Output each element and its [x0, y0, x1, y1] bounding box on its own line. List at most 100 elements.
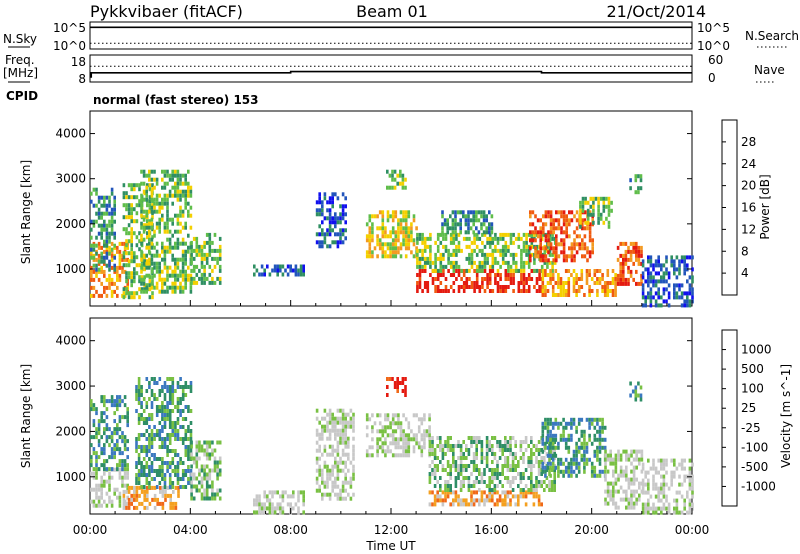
echo-cell [468, 277, 471, 281]
echo-cell [660, 510, 663, 515]
echo-cell [504, 440, 507, 444]
echo-cell [475, 218, 478, 223]
echo-cell [581, 200, 585, 205]
echo-cell [567, 285, 571, 289]
echo-cell [381, 246, 385, 251]
echo-cell [562, 246, 566, 251]
echo-cell [454, 460, 458, 464]
echo-cell [140, 445, 143, 449]
echo-cell [331, 412, 334, 417]
echo-cell [535, 494, 538, 499]
echo-cell [397, 441, 400, 446]
echo-cell [143, 215, 146, 220]
echo-cell [530, 472, 533, 476]
echo-cell [657, 458, 660, 463]
echo-cell [318, 448, 321, 453]
echo-cell [452, 456, 455, 460]
echo-cell [148, 417, 151, 421]
echo-cell [122, 255, 126, 260]
echo-cell [470, 494, 473, 499]
echo-cell [541, 461, 545, 466]
echo-cell [475, 476, 478, 480]
echo-cell [163, 225, 167, 230]
echo-cell [496, 498, 499, 503]
echo-cell [158, 289, 161, 294]
echo-cell [150, 225, 154, 230]
echo-cell [657, 486, 660, 491]
echo-cell [535, 268, 539, 273]
echo-cell [583, 293, 586, 297]
echo-cell [155, 201, 159, 206]
echo-cell [158, 273, 161, 278]
echo-cell [660, 466, 663, 471]
echo-cell [95, 251, 98, 256]
echo-cell [97, 253, 101, 258]
echo-cell [416, 240, 419, 245]
echo-cell [449, 226, 452, 231]
echo-cell [344, 444, 347, 449]
echo-cell [488, 488, 491, 492]
echo-cell [575, 473, 578, 478]
echo-cell [622, 277, 625, 282]
echo-cell [105, 293, 109, 298]
echo-cell [168, 401, 172, 405]
echo-cell [673, 462, 676, 467]
echo-cell [371, 214, 374, 219]
echo-cell [100, 231, 103, 236]
echo-cell [105, 415, 109, 420]
echo-cell [155, 249, 159, 254]
echo-cell [548, 236, 552, 241]
echo-cell [428, 476, 432, 480]
echo-cell [553, 440, 556, 444]
echo-cell [140, 181, 143, 186]
echo-cell [179, 229, 182, 234]
echo-cell [520, 281, 523, 285]
echo-cell [386, 385, 389, 389]
echo-cell [527, 464, 530, 468]
echo-cell [148, 433, 151, 437]
echo-cell [614, 457, 618, 462]
echo-cell [614, 281, 617, 285]
echo-cell [279, 510, 282, 515]
echo-cell [334, 416, 337, 421]
echo-cell [491, 236, 495, 241]
echo-cell [389, 421, 392, 426]
echo-cell [439, 448, 442, 452]
echo-cell [140, 393, 143, 397]
echo-cell [611, 293, 615, 297]
echo-cell [577, 285, 581, 289]
echo-cell [344, 472, 347, 477]
echo-cell [470, 256, 474, 261]
echo-cell [539, 218, 542, 223]
echo-cell [158, 389, 162, 393]
echo-cell [92, 219, 96, 224]
echo-cell [491, 488, 494, 492]
xtick-label: 00:00 [73, 523, 108, 537]
echo-cell [140, 405, 143, 409]
echo-cell [627, 257, 630, 262]
echo-cell [549, 473, 552, 478]
echo-cell [133, 295, 136, 300]
echo-cell [637, 393, 640, 398]
echo-cell [541, 281, 545, 285]
echo-cell [549, 273, 552, 277]
echo-cell [637, 253, 641, 258]
echo-cell [146, 505, 149, 510]
echo-cell [632, 477, 636, 482]
echo-cell [462, 468, 465, 472]
echo-cell [284, 490, 287, 495]
echo-cell [90, 455, 93, 460]
echo-cell [105, 245, 109, 250]
echo-cell [660, 498, 663, 503]
echo-cell [577, 465, 581, 470]
echo-cell [389, 425, 392, 430]
echo-cell [92, 447, 96, 452]
echo-cell [498, 472, 502, 476]
echo-cell [442, 252, 445, 257]
echo-cell [150, 437, 154, 441]
echo-cell [583, 465, 586, 470]
echo-cell [637, 174, 640, 179]
echo-cell [572, 449, 576, 454]
echo-cell [179, 241, 182, 246]
echo-cell [190, 260, 193, 265]
